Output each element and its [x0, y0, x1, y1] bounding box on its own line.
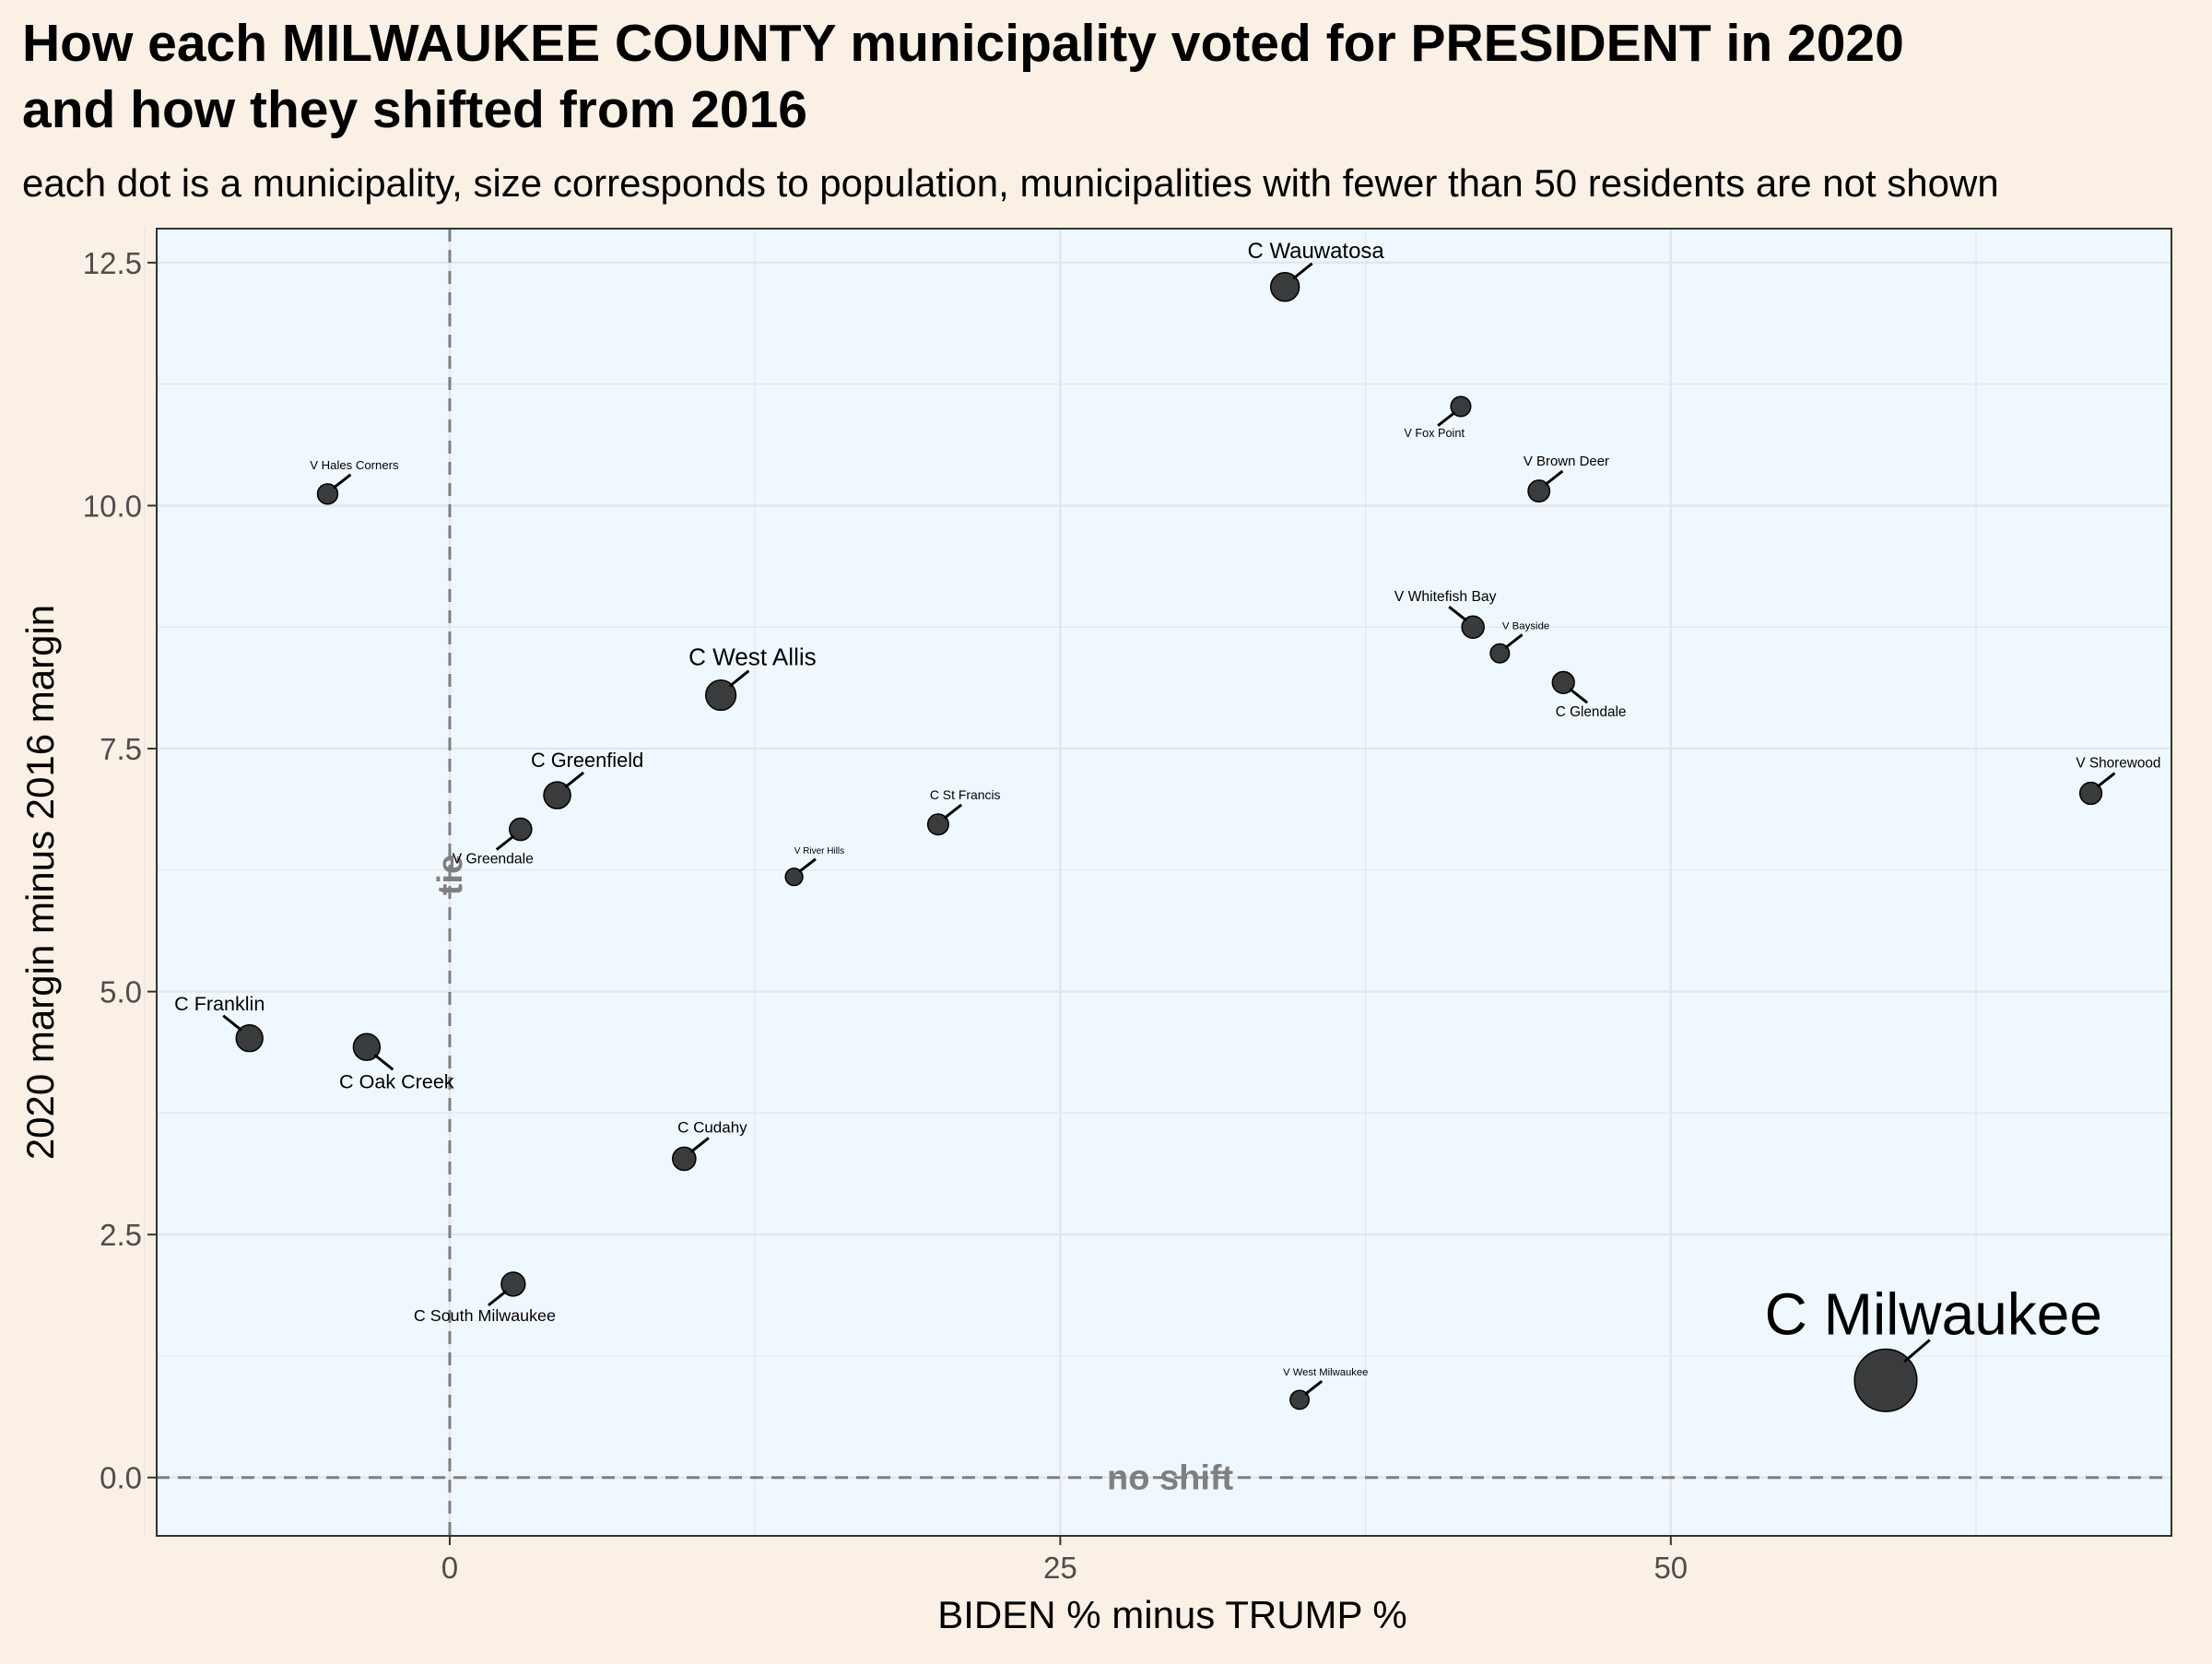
point-v-greendale	[509, 817, 533, 842]
point-c-greenfield	[543, 781, 571, 809]
point-label-c-oak-creek: C Oak Creek	[339, 1070, 454, 1093]
chart-subtitle: each dot is a municipality, size corresp…	[22, 161, 1999, 205]
label-connector	[1544, 469, 1564, 486]
point-label-v-brown-deer: V Brown Deer	[1524, 454, 1609, 469]
point-label-v-west-milwaukee: V West Milwaukee	[1283, 1367, 1368, 1378]
point-c-oak-creek	[352, 1033, 382, 1061]
label-connector	[728, 669, 750, 688]
point-v-whitefish-bay	[1461, 615, 1485, 640]
label-connector	[487, 1290, 508, 1307]
label-connector	[1437, 411, 1456, 427]
label-connector	[1304, 1380, 1324, 1396]
plot-border	[156, 228, 2172, 1537]
point-v-fox-point	[1450, 395, 1472, 418]
point-labels: C Milwaukee C West Allis C Wauwatosa C Gree…	[174, 239, 2160, 1396]
point-v-hales-corners	[316, 483, 339, 505]
label-connector	[1448, 606, 1467, 622]
reference-lines: tie no shift	[157, 229, 2171, 1536]
point-label-c-greenfield: C Greenfield	[531, 749, 643, 772]
y-tick-label: 10.0	[83, 489, 142, 523]
label-connector	[1292, 262, 1313, 280]
chart-title-line-1: How each MILWAUKEE COUNTY municipality v…	[22, 14, 1904, 73]
point-v-west-milwaukee	[1289, 1389, 1310, 1410]
point-label-c-cudahy: C Cudahy	[677, 1118, 747, 1136]
point-c-st-francis	[926, 813, 949, 836]
point-label-c-wauwatosa: C Wauwatosa	[1247, 239, 1384, 264]
label-connector	[1504, 633, 1524, 649]
point-v-shorewood	[2078, 781, 2103, 806]
point-label-c-st-francis: C St Francis	[930, 787, 1001, 802]
point-v-bayside	[1489, 643, 1511, 664]
point-label-c-franklin: C Franklin	[174, 992, 265, 1015]
point-label-v-hales-corners: V Hales Corners	[310, 458, 399, 472]
x-tick-label: 0	[441, 1551, 458, 1585]
plot-panel	[157, 229, 2171, 1536]
point-c-south-milwaukee	[500, 1271, 526, 1297]
point-c-franklin	[235, 1024, 264, 1053]
point-v-river-hills	[784, 867, 804, 887]
point-label-v-river-hills: V River Hills	[794, 846, 844, 856]
label-connector	[373, 1054, 394, 1071]
point-label-c-west-allis: C West Allis	[688, 643, 817, 671]
x-axis-label: BIDEN % minus TRUMP %	[937, 1593, 1407, 1636]
label-connector	[1569, 688, 1589, 704]
y-tick-label: 0.0	[100, 1461, 142, 1495]
y-tick-label: 5.0	[100, 975, 142, 1009]
point-label-c-glendale: C Glendale	[1556, 704, 1627, 720]
y-tick-label: 2.5	[100, 1218, 142, 1252]
point-label-v-greendale: V Greendale	[453, 851, 534, 867]
label-connector	[564, 771, 585, 789]
y-axis-label: 2020 margin minus 2016 margin	[18, 605, 62, 1160]
label-connector	[2096, 772, 2116, 788]
point-c-west-allis	[705, 679, 737, 712]
point-label-v-bayside: V Bayside	[1502, 620, 1549, 631]
label-connector	[222, 1014, 242, 1032]
point-label-v-fox-point: V Fox Point	[1404, 426, 1465, 440]
axes: 0 25 50 0.0 2.5 5.0 7.5 10.0 12.5	[83, 246, 1688, 1585]
label-connector	[798, 857, 817, 873]
label-connector	[1903, 1339, 1931, 1363]
y-tick-label: 7.5	[100, 732, 142, 766]
point-label-v-shorewood: V Shorewood	[2076, 756, 2160, 772]
label-connector	[333, 473, 352, 490]
point-label-c-south-milwaukee: C South Milwaukee	[414, 1306, 556, 1325]
label-connector	[495, 834, 515, 851]
y-tick-label: 12.5	[83, 246, 142, 280]
tie-label: tie	[431, 855, 470, 895]
x-tick-label: 25	[1043, 1551, 1077, 1585]
no-shift-label: no shift	[1107, 1459, 1234, 1498]
point-label-v-whitefish-bay: V Whitefish Bay	[1394, 589, 1497, 605]
label-connector	[689, 1137, 710, 1153]
data-points	[235, 272, 2103, 1412]
point-c-glendale	[1551, 670, 1575, 694]
chart-title-line-2: and how they shifted from 2016	[22, 80, 807, 139]
point-c-cudahy	[672, 1146, 697, 1172]
grid-lines	[144, 229, 2171, 1536]
point-c-wauwatosa	[1269, 272, 1300, 302]
point-c-milwaukee	[1853, 1348, 1918, 1412]
point-label-c-milwaukee: C Milwaukee	[1765, 1280, 2102, 1347]
point-v-brown-deer	[1527, 479, 1551, 503]
x-tick-label: 50	[1653, 1551, 1688, 1585]
label-connector	[943, 803, 963, 820]
